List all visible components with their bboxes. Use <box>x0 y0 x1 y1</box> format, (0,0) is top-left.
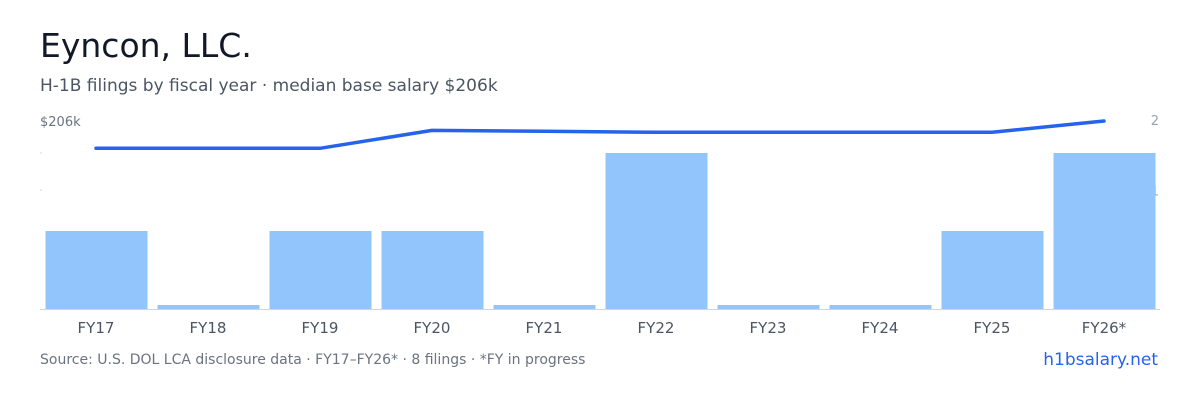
x-tick-label: FY21 <box>526 319 563 337</box>
chart-title: Eyncon, LLC. <box>40 26 252 65</box>
x-axis-labels: FY17 FY18 FY19 FY20 FY21 FY22 FY23 FY24 FY25 FY26… <box>78 319 1127 337</box>
salary-line <box>94 119 1106 151</box>
x-tick-label: FY23 <box>750 319 787 337</box>
x-tick-label: FY17 <box>78 319 115 337</box>
x-tick-label: FY20 <box>414 319 451 337</box>
bar-fy23 <box>717 305 820 309</box>
bar-fy21 <box>493 305 596 309</box>
left-axis: $206k <box>40 115 81 191</box>
x-tick-label: FY19 <box>302 319 339 337</box>
bar-fy22 <box>605 153 708 309</box>
x-tick-label: FY26* <box>1082 319 1127 337</box>
chart-subtitle: H-1B filings by fiscal year · median bas… <box>40 76 498 96</box>
bar-fy25 <box>941 231 1044 309</box>
bar-fy19 <box>269 231 372 309</box>
x-tick-label: FY25 <box>974 319 1011 337</box>
salary-line-series <box>94 119 1106 151</box>
footer-brand-link[interactable]: h1bsalary.net <box>1043 350 1158 370</box>
x-tick-label: FY24 <box>862 319 899 337</box>
bar-series <box>45 153 1156 309</box>
x-tick-label: FY18 <box>190 319 227 337</box>
bar-fy26-in-progress <box>1053 153 1156 309</box>
right-tick-label: 2 <box>1151 114 1159 129</box>
bar-fy17 <box>45 231 148 309</box>
bar-fy24 <box>829 305 932 309</box>
bar-fy18 <box>157 305 260 309</box>
footer-source: Source: U.S. DOL LCA disclosure data · F… <box>40 352 586 368</box>
left-tick-label: $206k <box>40 115 81 130</box>
x-tick-label: FY22 <box>638 319 675 337</box>
bar-fy20 <box>381 231 484 309</box>
